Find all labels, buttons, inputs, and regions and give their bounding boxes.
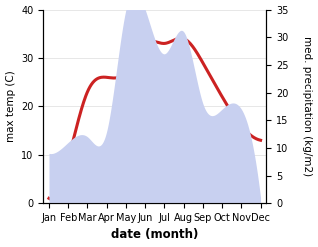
Y-axis label: max temp (C): max temp (C)	[5, 70, 16, 142]
X-axis label: date (month): date (month)	[111, 228, 198, 242]
Y-axis label: med. precipitation (kg/m2): med. precipitation (kg/m2)	[302, 36, 313, 176]
